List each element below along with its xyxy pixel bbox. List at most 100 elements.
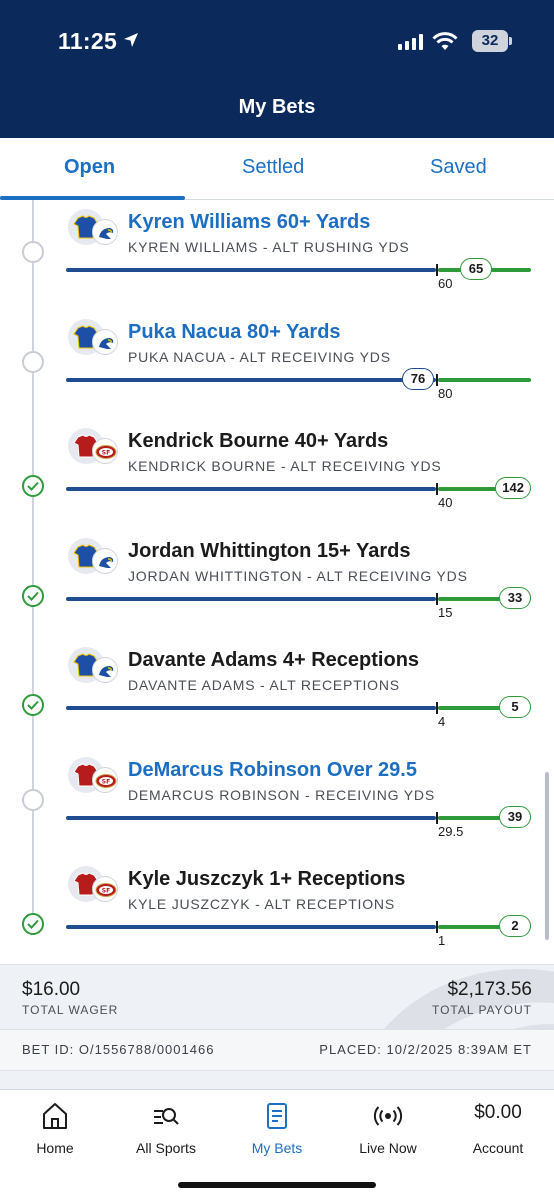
- svg-text:SF: SF: [102, 450, 110, 457]
- leg-market: KYREN WILLIAMS - ALT RUSHING YDS: [128, 239, 410, 255]
- status-time: 11:25: [58, 28, 118, 54]
- search-sports-icon: [154, 1108, 179, 1125]
- leg-title[interactable]: Kyle Juszczyk 1+ Receptions: [128, 868, 406, 890]
- location-arrow-icon: [122, 31, 140, 54]
- leg-market: DAVANTE ADAMS - ALT RECEPTIONS: [128, 677, 400, 693]
- bet-info-row: BET ID: O/1556788/0001466 PLACED: 10/2/2…: [0, 1029, 554, 1071]
- nav-all-sports[interactable]: All Sports: [111, 1100, 221, 1156]
- 49ers-logo-icon: SF: [92, 438, 118, 464]
- total-payout-label: TOTAL PAYOUT: [431, 1003, 532, 1017]
- tab-saved[interactable]: Saved: [430, 156, 487, 178]
- account-balance: $0.00: [474, 1102, 522, 1123]
- leg-title[interactable]: Kyren Williams 60+ Yards: [128, 211, 371, 233]
- status-bar: 11:25 32: [0, 26, 554, 60]
- tab-open[interactable]: Open: [64, 156, 116, 178]
- bet-leg[interactable]: SF Kendrick Bourne 40+ Yards KENDRICK BOUR…: [0, 428, 554, 542]
- leg-title[interactable]: Jordan Whittington 15+ Yards: [128, 539, 411, 562]
- target-value: 80: [438, 385, 453, 401]
- bet-leg[interactable]: SF Kyle Juszczyk 1+ Receptions KYLE JUSZCZ…: [0, 866, 554, 964]
- current-value-pill: 65: [460, 258, 492, 280]
- current-value-pill: 33: [499, 586, 531, 609]
- progress-bar-beyond-target: [438, 596, 531, 601]
- nav-account[interactable]: $0.00 Account: [443, 1100, 553, 1156]
- rams-logo-icon: [92, 219, 118, 245]
- pending-circle-icon: [22, 788, 44, 811]
- leg-title[interactable]: Puka Nacua 80+ Yards: [128, 320, 341, 343]
- leg-title[interactable]: DeMarcus Robinson Over 29.5: [128, 758, 417, 781]
- leg-title[interactable]: Kendrick Bourne 40+ Yards: [128, 430, 389, 452]
- nav-account-label: Account: [472, 1140, 524, 1156]
- pending-circle-icon: [22, 241, 44, 263]
- target-value: 15: [438, 604, 453, 620]
- watermark-graphic: [384, 969, 554, 1029]
- total-wager-amount: $16.00: [22, 979, 81, 1000]
- svg-text:SF: SF: [102, 778, 110, 785]
- bet-summary: $16.00 TOTAL WAGER $2,173.56 TOTAL PAYOU…: [0, 964, 554, 1029]
- bet-legs-list[interactable]: Kyren Williams 60+ Yards KYREN WILLIAMS -…: [0, 200, 554, 964]
- target-value: 29.5: [438, 823, 464, 839]
- player-team-logos: SF: [68, 866, 120, 906]
- timeline-line: [32, 200, 34, 920]
- nav-home-label: Home: [36, 1140, 74, 1156]
- placed-timestamp: PLACED: 10/2/2025 8:39AM ET: [319, 1042, 532, 1057]
- nav-my-bets[interactable]: My Bets: [222, 1100, 332, 1156]
- won-check-icon: [22, 475, 44, 497]
- target-marker: [436, 373, 438, 386]
- nav-live-now[interactable]: Live Now: [333, 1100, 443, 1156]
- current-value-pill: 142: [495, 477, 531, 499]
- svg-text:SF: SF: [102, 888, 110, 895]
- nav-home[interactable]: Home: [0, 1100, 110, 1156]
- nav-my-bets-label: My Bets: [251, 1140, 303, 1156]
- player-team-logos: SF: [68, 756, 120, 797]
- bets-tabs: Open Settled Saved: [0, 138, 554, 200]
- progress-bar-to-target: [66, 268, 436, 272]
- target-marker: [436, 811, 438, 824]
- bottom-nav: Home All Sports My Bets Live Now $0.00 A…: [0, 1089, 554, 1200]
- won-check-icon: [22, 913, 44, 935]
- cell-signal-icon: [398, 34, 424, 55]
- progress-bar-to-target: [66, 706, 436, 710]
- progress-bar-beyond-target: [438, 377, 531, 382]
- nav-live-now-label: Live Now: [359, 1140, 417, 1156]
- 49ers-logo-icon: SF: [92, 876, 118, 902]
- 49ers-logo-icon: SF: [92, 766, 118, 793]
- leg-market: JORDAN WHITTINGTON - ALT RECEIVING YDS: [128, 567, 468, 584]
- leg-market: DEMARCUS ROBINSON - RECEIVING YDS: [128, 786, 435, 803]
- battery-indicator: 32: [472, 30, 512, 52]
- home-icon: [43, 1103, 67, 1129]
- target-marker: [436, 264, 438, 276]
- bet-leg[interactable]: Jordan Whittington 15+ Yards JORDAN WHITT…: [0, 537, 554, 652]
- target-value: 60: [438, 276, 453, 291]
- target-value: 40: [438, 495, 453, 510]
- leg-title[interactable]: Davante Adams 4+ Receptions: [128, 649, 420, 671]
- section-gap: [0, 1071, 554, 1089]
- rams-logo-icon: [92, 328, 118, 355]
- leg-market: KYLE JUSZCZYK - ALT RECEPTIONS: [128, 896, 395, 912]
- target-value: 1: [438, 933, 446, 948]
- bet-leg[interactable]: Puka Nacua 80+ Yards PUKA NACUA - ALT REC…: [0, 318, 554, 433]
- player-team-logos: [68, 647, 120, 687]
- scrollbar[interactable]: [545, 772, 549, 940]
- tab-settled[interactable]: Settled: [242, 156, 305, 178]
- player-team-logos: [68, 318, 120, 359]
- active-tab-indicator: [0, 196, 185, 200]
- bet-leg[interactable]: Davante Adams 4+ Receptions DAVANTE ADAMS…: [0, 647, 554, 761]
- current-value-pill: 5: [499, 696, 531, 718]
- jersey-icon: [68, 537, 104, 574]
- current-value-pill: 2: [499, 915, 531, 937]
- progress-bar-to-target: [66, 377, 436, 382]
- player-team-logos: [68, 537, 120, 578]
- target-marker: [436, 921, 438, 933]
- target-marker: [436, 592, 438, 605]
- progress-bar-beyond-target: [438, 487, 531, 491]
- bet-leg[interactable]: Kyren Williams 60+ Yards KYREN WILLIAMS -…: [0, 209, 554, 323]
- bet-leg[interactable]: SF DeMarcus Robinson Over 29.5 DEMARCUS RO…: [0, 756, 554, 871]
- leg-market: PUKA NACUA - ALT RECEIVING YDS: [128, 348, 391, 365]
- nav-all-sports-label: All Sports: [136, 1140, 196, 1156]
- page-title: My Bets: [238, 96, 316, 118]
- app-header: 11:25 32 My Bets: [0, 0, 554, 138]
- total-payout-amount: $2,173.56: [447, 979, 532, 1000]
- progress-bar-beyond-target: [438, 706, 531, 710]
- player-team-logos: [68, 209, 120, 249]
- live-broadcast-icon: [373, 1106, 403, 1126]
